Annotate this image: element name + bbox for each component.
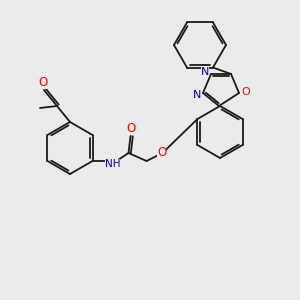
Text: NH: NH xyxy=(105,159,120,169)
Text: O: O xyxy=(242,87,250,97)
Text: O: O xyxy=(38,76,48,88)
Text: N: N xyxy=(193,90,201,100)
Text: O: O xyxy=(157,146,166,158)
Text: N: N xyxy=(201,67,209,77)
Text: O: O xyxy=(126,122,135,134)
